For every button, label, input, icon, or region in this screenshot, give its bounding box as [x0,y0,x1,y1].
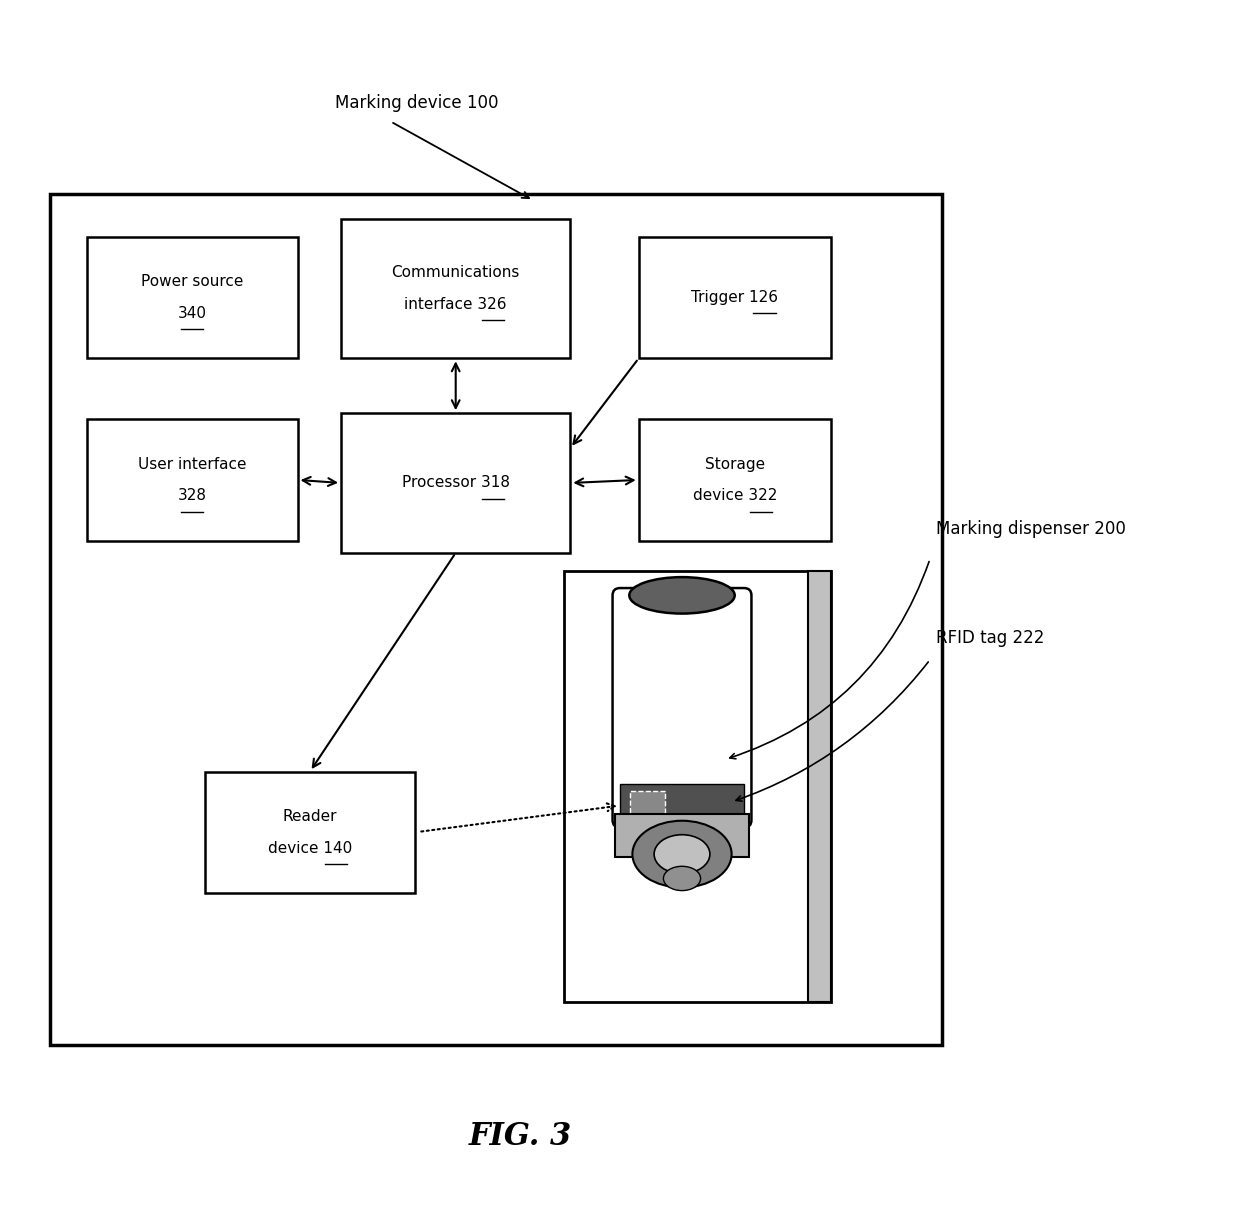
Ellipse shape [663,866,701,891]
Text: Marking dispenser 200: Marking dispenser 200 [936,520,1126,537]
Bar [620,784,744,820]
Text: Storage: Storage [704,457,765,471]
Bar [808,571,831,1002]
Text: Reader: Reader [283,809,337,824]
FancyBboxPatch shape [341,219,570,358]
Text: 340: 340 [177,306,207,321]
FancyBboxPatch shape [613,588,751,827]
Ellipse shape [629,577,734,614]
Text: 328: 328 [177,488,207,503]
FancyBboxPatch shape [630,791,665,815]
FancyBboxPatch shape [87,237,298,358]
FancyBboxPatch shape [639,419,831,541]
Ellipse shape [655,835,709,874]
FancyBboxPatch shape [341,413,570,553]
FancyBboxPatch shape [564,571,831,1002]
Text: interface 326: interface 326 [404,296,507,312]
FancyBboxPatch shape [87,419,298,541]
Text: device 140: device 140 [268,841,352,855]
FancyBboxPatch shape [639,237,831,358]
Text: Marking device 100: Marking device 100 [335,95,498,112]
Bar [808,571,831,1002]
Ellipse shape [632,821,732,887]
Text: Processor 318: Processor 318 [402,475,510,491]
Text: RFID tag 222: RFID tag 222 [936,629,1044,646]
Text: Communications: Communications [392,265,520,281]
Bar [615,814,749,857]
Text: Power source: Power source [141,275,243,289]
FancyBboxPatch shape [205,772,415,893]
Text: Trigger 126: Trigger 126 [691,290,779,305]
Text: device 322: device 322 [692,488,777,503]
FancyBboxPatch shape [50,194,942,1045]
Text: FIG. 3: FIG. 3 [469,1120,573,1152]
Text: User interface: User interface [138,457,247,471]
